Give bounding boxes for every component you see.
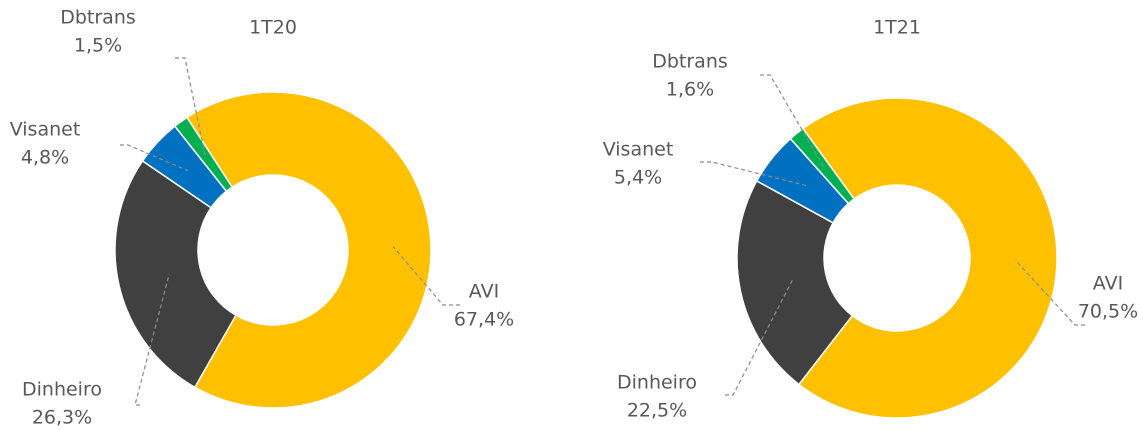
leader-line xyxy=(760,74,825,168)
slice xyxy=(797,97,1058,419)
leader-line xyxy=(120,144,188,172)
value-label: 1,5% xyxy=(74,35,122,57)
category-label: Visanet xyxy=(603,139,674,161)
leader-line xyxy=(1014,259,1085,326)
leader-line xyxy=(134,273,170,406)
category-label: Visanet xyxy=(10,119,81,141)
slice xyxy=(114,159,237,389)
value-label: 70,5% xyxy=(1078,301,1138,323)
leader-line xyxy=(700,161,806,187)
category-label: AVI xyxy=(1093,273,1123,295)
value-label: 5,4% xyxy=(614,167,662,189)
value-label: 4,8% xyxy=(21,147,69,169)
leader-line xyxy=(175,57,206,156)
category-label: Dinheiro xyxy=(22,379,102,401)
slice xyxy=(173,116,234,193)
value-label: 26,3% xyxy=(32,407,92,429)
category-label: Dinheiro xyxy=(617,372,697,394)
value-label: 67,4% xyxy=(454,309,514,331)
category-label: Dbtrans xyxy=(652,51,728,73)
value-label: 22,5% xyxy=(627,400,687,422)
leader-line xyxy=(392,246,460,306)
leader-line xyxy=(725,279,794,396)
category-label: Dbtrans xyxy=(60,7,136,29)
slice xyxy=(736,179,854,386)
chart-title: 1T20 xyxy=(249,17,297,39)
chart-title: 1T21 xyxy=(873,17,921,39)
slice xyxy=(185,91,432,409)
value-label: 1,6% xyxy=(666,79,714,101)
slice xyxy=(789,127,856,205)
category-label: AVI xyxy=(469,281,499,303)
